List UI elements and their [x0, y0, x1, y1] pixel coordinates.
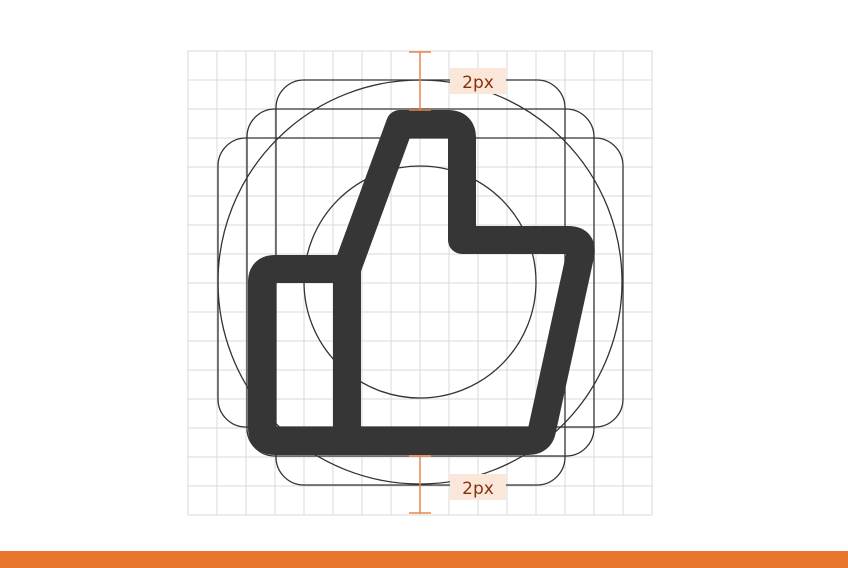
- thumbs-up-hand-outline: [333, 110, 595, 455]
- measure-top-label: 2px: [462, 73, 494, 93]
- measure-bottom: 2px: [409, 455, 506, 514]
- thumbs-up-cuff-outline: [248, 255, 361, 455]
- measure-bottom-label-bg: [450, 474, 506, 500]
- measure-bottom-label: 2px: [462, 479, 494, 499]
- thumbs-up-icon: [248, 110, 595, 455]
- measure-top: 2px: [409, 51, 506, 111]
- footer-accent-bar: [0, 551, 848, 568]
- measure-top-label-bg: [450, 68, 506, 94]
